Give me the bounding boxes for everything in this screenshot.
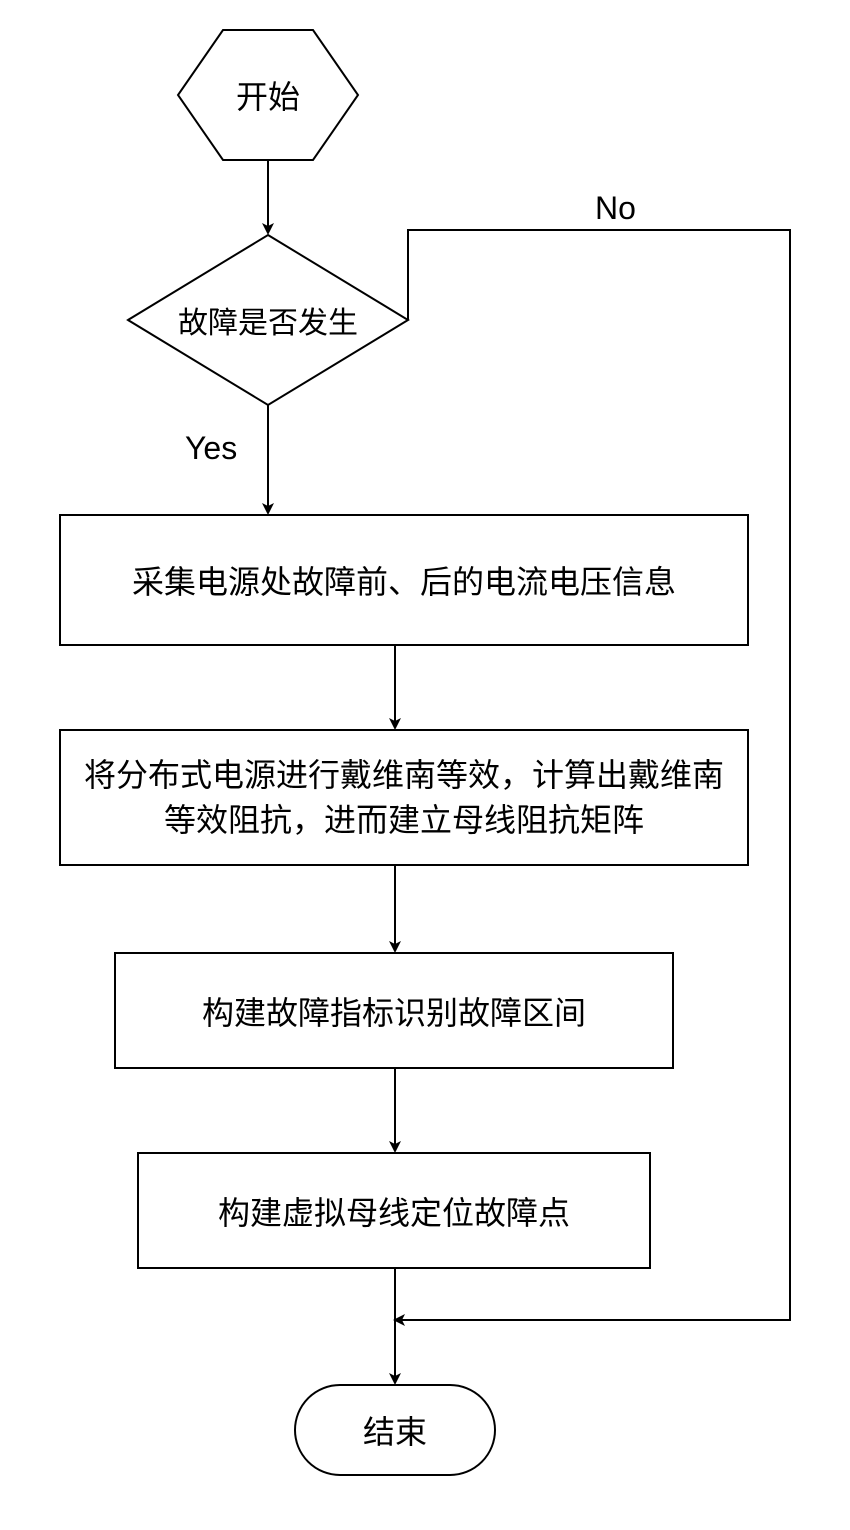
process2-label: 将分布式电源进行戴维南等效，计算出戴维南等效阻抗，进而建立母线阻抗矩阵	[60, 730, 748, 865]
process1-label: 采集电源处故障前、后的电流电压信息	[60, 515, 748, 645]
yes-label: Yes	[185, 430, 237, 467]
end-label: 结束	[295, 1385, 495, 1475]
process3-label: 构建故障指标识别故障区间	[115, 953, 673, 1068]
start-label: 开始	[178, 30, 358, 160]
no-label: No	[595, 190, 636, 227]
process4-label: 构建虚拟母线定位故障点	[138, 1153, 650, 1268]
decision-label: 故障是否发生	[148, 270, 388, 370]
